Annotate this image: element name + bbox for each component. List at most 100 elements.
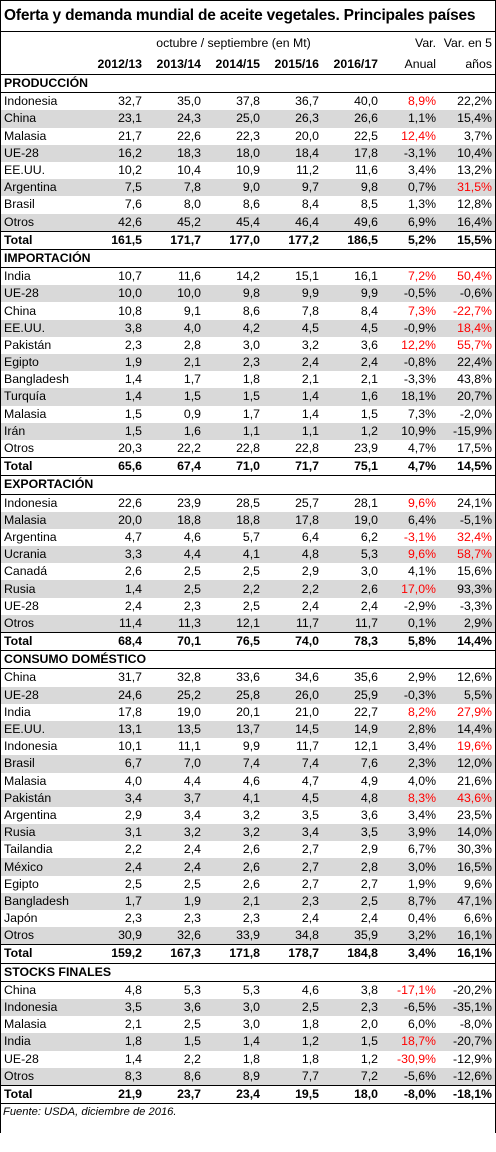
value-cell: 2,6 [322, 580, 381, 598]
value-cell: 1,5 [145, 1033, 204, 1051]
total-value-cell: 186,5 [347, 232, 378, 247]
five-year-change-cell: 2,9% [439, 614, 495, 633]
value-cell: 3,0 [242, 337, 260, 352]
table-row: Brasil 7,6 8,0 8,6 8,4 8,5 1,3% 12,8% [0, 196, 495, 213]
value-cell: 18,8 [204, 511, 263, 529]
value-cell: 4,7 [124, 529, 142, 544]
value-cell: 8,6 [242, 303, 260, 318]
country-label: Rusia [0, 824, 86, 842]
var-label: Var. [415, 35, 436, 50]
value-cell: 20,0 [295, 128, 319, 143]
table-row: India 10,7 11,6 14,2 15,1 16,1 7,2% 50,4% [0, 268, 495, 286]
value-cell: 8,0 [183, 197, 201, 212]
value-cell: 6,4 [301, 529, 319, 544]
value-cell: 7,2 [322, 1067, 381, 1086]
value-cell: 1,5 [86, 422, 145, 440]
value-cell: 11,7 [322, 614, 381, 633]
country-label: Argentina [4, 529, 57, 544]
value-cell: 22,5 [354, 128, 378, 143]
value-cell: 3,0 [204, 998, 263, 1017]
value-cell: 2,2 [204, 580, 263, 598]
value-cell: 4,5 [322, 319, 381, 337]
country-label: Pakistán [0, 789, 86, 807]
value-cell: 34,6 [295, 670, 319, 685]
value-cell: 2,8 [322, 858, 381, 876]
section-header-row: CONSUMO DOMÉSTICO [0, 650, 495, 669]
value-cell: 22,8 [295, 441, 319, 456]
value-cell: 2,2 [183, 1051, 201, 1066]
section-title: STOCKS FINALES [0, 963, 495, 982]
five-year-change-cell: 16,1% [439, 927, 495, 945]
total-value-cell: 21,9 [118, 1086, 142, 1101]
value-cell: 14,2 [236, 269, 260, 284]
country-label: India [0, 1033, 86, 1051]
annual-change-cell: 2,9% [407, 670, 436, 685]
value-cell: 36,7 [295, 94, 319, 109]
table-row: EE.UU. 13,1 13,5 13,7 14,5 14,9 2,8% 14,4% [0, 720, 495, 739]
value-cell: 11,1 [177, 739, 201, 754]
value-cell: 19,0 [322, 511, 381, 529]
country-label: UE-28 [4, 1051, 39, 1066]
value-cell: 1,6 [145, 422, 204, 440]
five-year-change-cell: 47,1% [439, 892, 495, 910]
value-cell: 11,4 [86, 614, 145, 633]
five-year-change-cell: 27,9% [457, 704, 492, 719]
value-cell: 10,1 [118, 739, 142, 754]
annual-change-cell: 10,9% [381, 422, 439, 440]
value-cell: 3,0 [242, 1017, 260, 1032]
value-cell: 2,9 [301, 564, 319, 579]
table-row: UE-28 16,2 18,3 18,0 18,4 17,8 -3,1% 10,4% [0, 144, 495, 162]
value-cell: 35,9 [322, 927, 381, 945]
value-cell: 18,3 [145, 144, 204, 162]
value-cell: 7,0 [145, 755, 204, 773]
value-cell: 45,2 [145, 213, 204, 232]
value-cell: 23,1 [86, 110, 145, 128]
value-cell: 4,8 [263, 546, 322, 564]
value-cell: 7,8 [145, 179, 204, 197]
value-cell: 2,4 [86, 858, 145, 876]
value-cell: 6,7 [86, 755, 145, 773]
value-cell: 1,4 [204, 1033, 263, 1051]
value-cell: 8,4 [301, 197, 319, 212]
value-cell: 32,6 [145, 927, 204, 945]
value-cell: 2,6 [124, 564, 142, 579]
five-year-change-cell: 15,6% [457, 564, 492, 579]
table-row: China 10,8 9,1 8,6 7,8 8,4 7,3% -22,7% [0, 302, 495, 319]
section-header-row: EXPORTACIÓN [0, 475, 495, 494]
total-label: Total [4, 232, 33, 247]
total-value-cell: 74,0 [295, 634, 319, 649]
report-table-panel: Oferta y demanda mundial de aceite veget… [0, 0, 495, 1118]
table-title: Oferta y demanda mundial de aceite veget… [0, 0, 495, 32]
total-value-cell: 76,5 [236, 634, 260, 649]
value-cell: 2,3 [124, 337, 142, 352]
total-value-cell: 178,7 [288, 946, 319, 961]
total-row: Total 65,6 67,4 71,0 71,7 75,1 4,7% 14,5% [0, 457, 495, 476]
value-cell: 32,7 [118, 94, 142, 109]
value-cell: 1,4 [124, 372, 142, 387]
value-cell: 1,7 [242, 406, 260, 421]
five-year-change-cell: 16,5% [439, 858, 495, 876]
annual-change-cell: 12,4% [401, 128, 436, 143]
value-cell: 2,4 [145, 858, 204, 876]
annual-change-cell: 1,3% [407, 197, 436, 212]
value-cell: 2,4 [360, 911, 378, 926]
annual-change-cell: -2,9% [403, 598, 436, 613]
country-label: Otros [0, 927, 86, 945]
value-cell: 10,4 [177, 163, 201, 178]
year-header: 2016/17 [333, 56, 378, 71]
value-cell: 1,8 [242, 1051, 260, 1066]
table-row: Malasia 20,0 18,8 18,8 17,8 19,0 6,4% -5,1% [0, 511, 495, 529]
total-row: Total 68,4 70,1 76,5 74,0 78,3 5,8% 14,4% [0, 632, 495, 651]
total-annual-change: 3,4% [407, 946, 436, 961]
value-cell: 8,6 [145, 1067, 204, 1086]
value-cell: 1,1 [263, 422, 322, 440]
value-cell: 3,2 [242, 807, 260, 822]
value-cell: 3,1 [86, 824, 145, 842]
total-label: Total [4, 634, 33, 649]
value-cell: 18,8 [145, 511, 204, 529]
table-row: Rusia 3,1 3,2 3,2 3,4 3,5 3,9% 14,0% [0, 824, 495, 842]
table-row: Egipto 1,9 2,1 2,3 2,4 2,4 -0,8% 22,4% [0, 354, 495, 372]
country-label: Otros [0, 614, 86, 633]
value-cell: 25,8 [204, 686, 263, 704]
country-label: EE.UU. [0, 319, 86, 337]
